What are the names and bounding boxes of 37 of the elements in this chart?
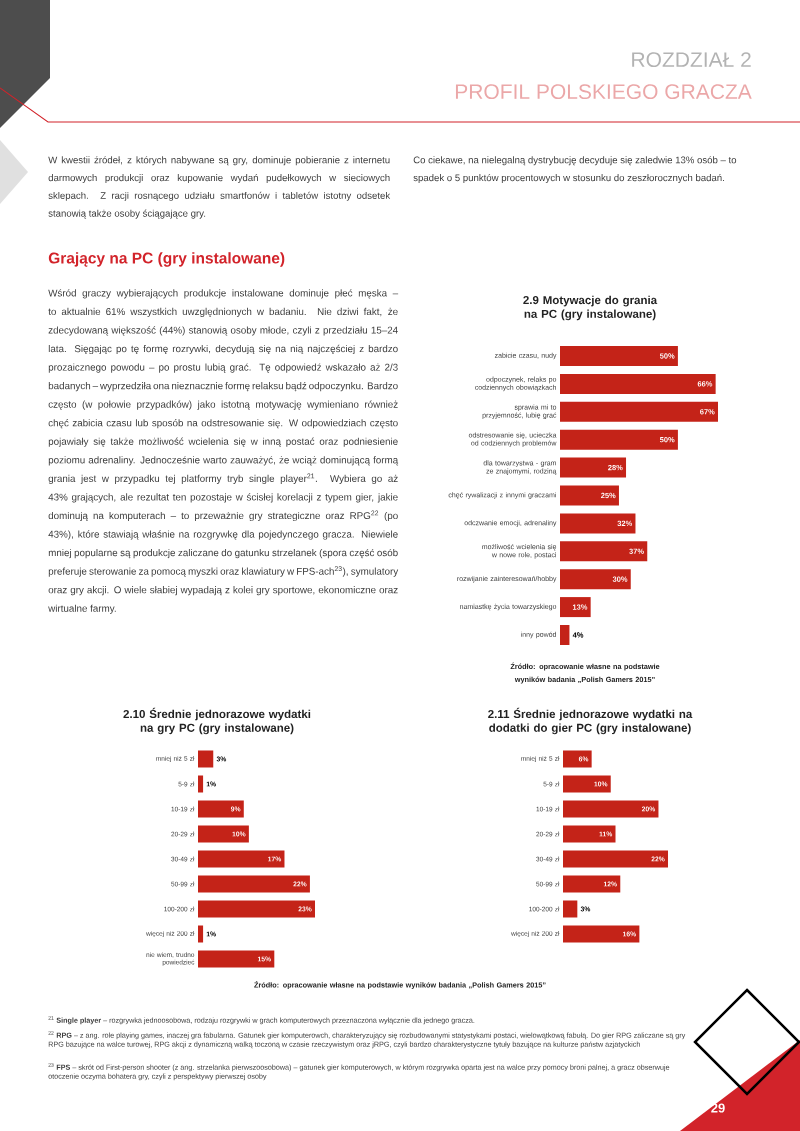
- bar: [198, 775, 204, 793]
- text: PROFIL POLSKIEGO GRACZA: [455, 84, 752, 100]
- chart-title: 2.9 Motywacje do grania na PC (gry instalowane): [523, 295, 658, 321]
- bar: [198, 825, 249, 843]
- bar: [198, 900, 315, 918]
- bar: [563, 750, 592, 768]
- bar: [560, 624, 570, 645]
- bar: [198, 750, 214, 768]
- bar: [560, 485, 619, 506]
- text: Co ciekawe, na nielegalną dystrybucję decyduje się zaledwie 13% osób – to spadek o 5 punktów procentowych w stosunku do zeszłorocznych badań.: [413, 156, 737, 184]
- bar: [560, 345, 678, 366]
- bar: [560, 569, 631, 590]
- text: Wśród graczy wybierających produkcje instalowane dominuje płeć męska – to aktualnie 61% wszystkich uwzględnionych w badaniu. Nie dziwi fakt, że zdecydowaną większość (44%) stanowią osoby młode, czyli z przedziału 15–24 lata. Sięgając po tę formę rozrywki, decydują się na nią najczęściej z bardzo prozaicznego powodu – po prostu lubią grać. Tę odpowiedź wskazało aż 2/3 badanych – wyprzedziła ona nieznacznie formę relaksu bądź odpoczynku. Bardzo często (w połowie przypadków) jako istotną motywację wymieniano również chęć zabicia czasu lub sposób na odstresowanie się. W odpowiedziach często pojawiały się także możliwość wcielenia się w inną postać oraz podniesienie poziomu adrenaliny. Jednocześnie warto zauważyć, że wciąż dominującą formą grania jest w przypadku tej platformy tryb single player$^{21}$. Wybiera go aż 43% grających, ale rezultat ten pozostaje w ścisłej korelacji z typem gier, jakie dominują na komputerach – to przeważnie gry strategiczne oraz RPG$^{22}$ (po 43%), które stawiają właśnie na rozgrywkę dla pojedynczego gracza. Niewiele mniej popularne są produkcje zaliczane do gatunku strzelanek (spora część osób preferuje sterowanie za pomocą myszki oraz klawiatury w FPS-ach$^{23}$), symulatory oraz gry akcji. O wiele słabiej wypadają z kolei gry sportowe, ekonomiczne oraz wirtualne farmy.: [48, 289, 399, 614]
- bar: [563, 875, 621, 893]
- bar: [563, 900, 578, 918]
- bar: [560, 373, 716, 394]
- bar: [198, 950, 275, 968]
- bar: [560, 429, 678, 450]
- bar: [560, 541, 648, 562]
- bar: [560, 457, 627, 478]
- text: Grający na PC (gry instalowane): [48, 252, 285, 267]
- chart-title: 2.10 Średnie jednorazowe wydatki na gry PC (gry instalowane): [123, 707, 311, 735]
- bar: [560, 597, 591, 618]
- bar: [563, 800, 659, 818]
- bar: [563, 925, 640, 943]
- chart-title: 2.11 Średnie jednorazowe wydatki na dodatki do gier PC (gry instalowane): [488, 707, 693, 735]
- bar: [560, 401, 718, 422]
- bar: [560, 513, 636, 534]
- bar: [563, 775, 611, 793]
- bar: [563, 850, 669, 868]
- bar: [198, 875, 310, 893]
- bar: [198, 850, 285, 868]
- bar: [563, 825, 616, 843]
- bar: [198, 800, 244, 818]
- text: W kwestii źródeł, z których nabywane są gry, dominuje pobieranie z internetu darmowych produkcji oraz kupowanie wydań pudełkowych w sieciowych sklepach. Z racji rosnącego udziału smartfonów i tabletów istotny odsetek stanowią także osoby ściągające gry.: [48, 156, 391, 219]
- text: ROZDZIAŁ 2: [632, 52, 751, 68]
- bar: [198, 925, 204, 943]
